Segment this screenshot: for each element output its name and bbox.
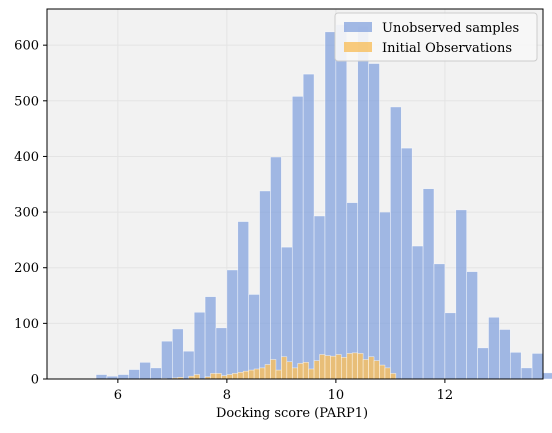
histogram-bar <box>477 347 489 380</box>
histogram-bar <box>357 353 364 380</box>
histogram-bar <box>379 364 386 380</box>
histogram-bar <box>368 356 375 380</box>
histogram-bar <box>193 311 206 380</box>
x-axis-label: Docking score (PARP1) <box>216 406 368 421</box>
histogram-bar <box>291 96 304 380</box>
histogram-bar <box>275 369 282 380</box>
histogram-bar <box>297 363 304 380</box>
histogram-bar <box>390 106 402 380</box>
plot-frame <box>46 8 544 380</box>
histogram-bar <box>357 25 369 380</box>
histogram-bar <box>182 350 195 380</box>
histogram-bar <box>509 351 522 380</box>
histogram-bar <box>330 355 337 380</box>
histogram-bar <box>444 312 457 380</box>
histogram-bar <box>379 211 391 380</box>
histogram-bar <box>259 367 266 380</box>
histogram-bar <box>384 367 391 380</box>
x-tick-label: 8 <box>223 388 231 403</box>
histogram-bar <box>499 329 511 380</box>
histogram-bar <box>193 374 200 380</box>
x-tick-label: 6 <box>114 388 122 403</box>
histogram-bar <box>341 357 348 380</box>
legend-label: Unobserved samples <box>382 21 519 36</box>
histogram-bar <box>286 361 293 380</box>
histogram-bar <box>253 368 260 380</box>
histogram-bar <box>346 353 353 380</box>
y-tick-label: 100 <box>14 317 39 332</box>
y-tick-label: 600 <box>14 39 39 54</box>
histogram-bar <box>281 356 288 380</box>
x-tick-label: 12 <box>437 388 454 403</box>
histogram-bar <box>221 375 228 380</box>
histogram-bar <box>520 367 533 380</box>
histogram-bar <box>248 369 255 380</box>
histogram-bar <box>117 374 130 380</box>
legend-swatch <box>344 22 372 32</box>
histogram-bar <box>433 263 446 380</box>
histogram-bar <box>466 271 478 380</box>
histogram-bar <box>488 316 500 380</box>
histogram-bar <box>346 202 358 380</box>
histogram-bar <box>237 221 249 380</box>
histogram-bar <box>226 374 233 380</box>
histogram-bar <box>291 367 299 380</box>
histogram-bar <box>313 360 320 380</box>
histogram-bar <box>390 373 397 380</box>
histogram-bar <box>324 31 337 380</box>
histogram-bar <box>242 370 249 380</box>
legend-box <box>334 12 538 62</box>
bars-group <box>95 24 552 380</box>
y-tick-label: 400 <box>14 150 39 165</box>
x-tick-label: 10 <box>328 388 345 403</box>
histogram-bar <box>139 362 151 380</box>
histogram-bar <box>308 368 315 380</box>
histogram-bar <box>270 156 282 380</box>
histogram-bar <box>226 269 239 380</box>
legend-swatch <box>344 42 372 52</box>
legend: Unobserved samples Initial Observations <box>334 12 538 62</box>
histogram-bar <box>411 245 424 380</box>
y-tick-label: 500 <box>14 94 39 109</box>
histogram-bar <box>270 359 277 380</box>
histogram-bar <box>215 327 228 380</box>
histogram-bar <box>542 372 552 380</box>
histogram-bar <box>204 296 217 380</box>
y-tick-label: 0 <box>31 373 39 388</box>
histogram-bar <box>95 374 108 380</box>
axes-group: 6 8 10 12 0 100 200 300 400 500 600 <box>14 8 544 403</box>
histogram-bar <box>319 354 326 380</box>
histogram-bar <box>362 359 369 380</box>
histogram-bar <box>264 364 271 380</box>
histogram-bar <box>324 355 331 380</box>
histogram-bar <box>215 373 222 380</box>
histogram-bar <box>210 373 217 380</box>
histogram-bar <box>335 354 342 380</box>
legend-label: Initial Observations <box>382 41 512 56</box>
histogram-bar <box>172 328 184 380</box>
histogram-bar <box>335 24 348 380</box>
histogram-bar <box>248 294 260 380</box>
histogram-bar <box>150 367 162 380</box>
histogram-bar <box>232 373 239 380</box>
histogram-bar <box>400 147 413 380</box>
histogram-bar <box>455 209 467 380</box>
histogram-bar <box>373 360 380 380</box>
histogram-bar <box>368 63 380 380</box>
histogram-bar <box>422 188 435 380</box>
histogram-bar <box>302 362 309 380</box>
y-tick-label: 300 <box>14 206 39 221</box>
histogram-bar <box>259 190 271 380</box>
series-0-bars <box>95 24 552 380</box>
y-tick-label: 200 <box>14 261 39 276</box>
histogram-bar <box>128 369 140 380</box>
histogram-bar <box>531 353 544 380</box>
histogram-bar <box>302 73 315 380</box>
histogram-bar <box>237 372 244 380</box>
histogram-bar <box>161 340 173 380</box>
histogram-bar <box>351 352 358 380</box>
